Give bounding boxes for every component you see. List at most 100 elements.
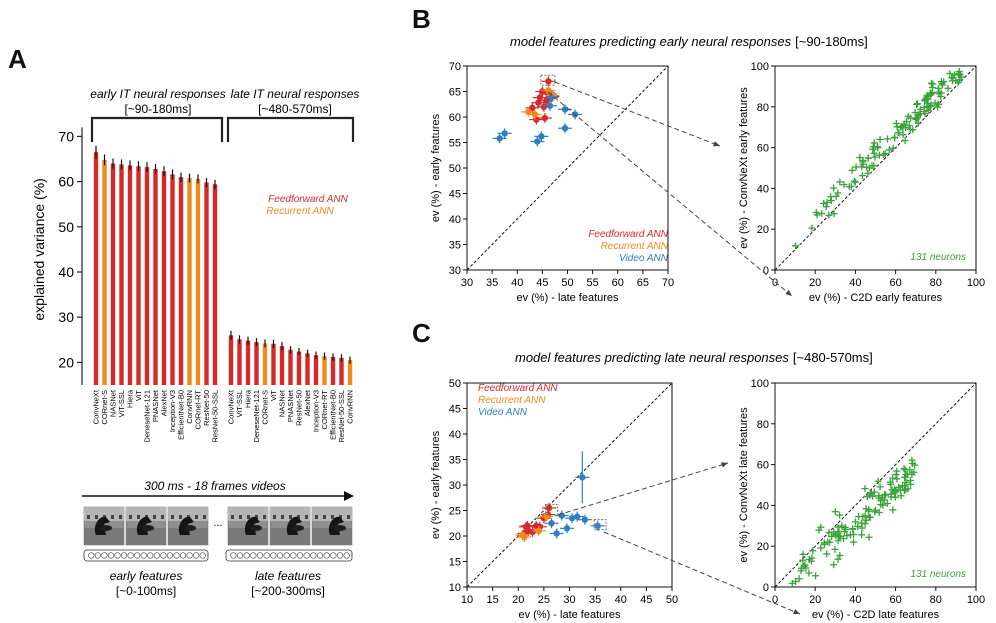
c-right-neuron-point	[901, 466, 909, 474]
b-left-point	[557, 123, 572, 134]
a-video-frame	[269, 506, 311, 546]
b-title-text: model features predicting early neural r…	[510, 34, 792, 49]
a-x-tick-label: ResNet-50	[202, 390, 211, 426]
b-right-neuron-point	[946, 69, 954, 77]
a-x-tick-label: DeneseNet-121	[252, 390, 261, 443]
a-frame-detail	[255, 515, 258, 519]
c-left-point-dot	[524, 522, 531, 529]
a-video-frame	[227, 506, 269, 546]
c-left-point	[531, 525, 546, 536]
b-connector-lower-head	[785, 289, 792, 296]
c-left-point	[577, 514, 592, 525]
b-left-point-dot	[535, 99, 542, 106]
a-frame-circle	[263, 552, 270, 559]
c-left-x-tick-label: 30	[563, 594, 575, 606]
c-connector-lower	[603, 531, 801, 615]
a-frame-circle	[316, 552, 324, 559]
b-left-y-tick-label: 35	[449, 240, 461, 252]
b-right-neuron-point	[935, 100, 943, 108]
c-right-neuron-point	[797, 564, 805, 572]
b-right-neuron-point	[954, 78, 962, 86]
a-frame-circle	[256, 552, 264, 559]
c-right-neuron-point	[836, 551, 844, 559]
b-right-scatter: 00 20 20 40 40 60 60 80 80 100 100 ev (%) - C2D ear…	[738, 61, 985, 304]
a-bar	[136, 166, 141, 385]
b-right-neuron-point	[915, 111, 923, 119]
b-left-x-tick-label: 30	[461, 277, 473, 289]
a-video-frame	[125, 506, 167, 546]
c-right-x-tick-label: 60	[889, 594, 901, 606]
b-left-point-dot	[496, 135, 503, 142]
a-y-axis: 20 30 40 50 60 70 explained variance (%)	[31, 127, 83, 385]
a-legend-recurrent: Recurrent ANN	[266, 206, 334, 217]
c-left-y-tick-label: 10	[449, 582, 461, 594]
a-late-features-window: [~200-300ms]	[251, 584, 325, 598]
c-left-zoom-box-video	[593, 519, 607, 531]
b-right-neuron-point	[808, 224, 816, 232]
c-left-point-dot	[579, 474, 586, 481]
a-frame-detail	[231, 515, 234, 519]
c-right-neuron-point	[889, 474, 897, 482]
c-right-neuron-point	[854, 522, 862, 530]
a-frame-detail	[331, 515, 334, 519]
c-right-y-tick-label: 0	[763, 582, 769, 594]
c-right-neuron-point	[846, 531, 854, 539]
c-left-point-dot	[548, 520, 555, 527]
b-right-y-axis-title: ev (%) - ConvNeXt early features	[738, 87, 750, 249]
a-x-tick-label: ResNet-50-SSL	[211, 390, 220, 443]
a-frame-detail	[179, 515, 182, 519]
c-right-neuron-point	[865, 513, 873, 521]
b-right-neuron-point	[938, 81, 946, 89]
b-left-x-tick-label: 40	[511, 277, 523, 289]
a-x-tick-label: Inception-V3	[168, 390, 177, 432]
b-left-point	[492, 133, 507, 144]
b-right-neuron-point	[916, 105, 924, 113]
b-right-neuron-point	[864, 154, 872, 162]
a-bracket-late	[226, 116, 355, 142]
b-right-neuron-point	[818, 209, 826, 217]
c-left-x-tick-label: 50	[666, 594, 678, 606]
b-left-point-dot	[546, 102, 554, 109]
b-right-x-tick-label: 80	[930, 277, 942, 289]
a-y-axis-title: explained variance (%)	[31, 178, 47, 320]
c-right-neuron-point	[893, 467, 901, 475]
b-left-point-dot	[561, 106, 569, 113]
c-left-point	[559, 523, 574, 534]
b-left-point-dot	[545, 78, 552, 85]
c-left-y-tick-label: 40	[449, 429, 461, 441]
b-left-x-tick-label: 65	[637, 277, 649, 289]
b-right-neuron-point	[871, 153, 879, 161]
c-right-neuron-point	[891, 487, 899, 495]
c-right-neuron-point	[799, 550, 807, 558]
a-bar	[93, 152, 99, 385]
a-bar	[305, 353, 310, 385]
b-right-neuron-point	[892, 119, 900, 127]
c-left-point	[570, 511, 585, 522]
b-right-neuron-point	[834, 189, 842, 197]
a-x-tick-label: ViT-SSL	[117, 390, 126, 417]
b-left-point	[557, 104, 572, 115]
c-right-neuron-point	[876, 483, 884, 491]
c-left-point	[549, 528, 564, 539]
c-right-neuron-point	[836, 511, 844, 519]
b-right-neuron-point	[905, 122, 913, 130]
a-frame-circle	[173, 552, 180, 559]
a-frame-detail	[273, 515, 276, 519]
c-right-neuron-point	[851, 518, 859, 526]
c-right-neuron-count: 131 neurons	[910, 569, 966, 580]
b-left-y-tick-label: 70	[449, 61, 461, 73]
c-right-neuron-point	[858, 531, 866, 539]
a-frame-detail	[289, 515, 292, 519]
b-right-neuron-point	[848, 166, 856, 174]
a-x-tick-label: NASNet	[109, 389, 118, 417]
a-frame-ground	[84, 528, 124, 545]
a-frame-circle	[276, 552, 284, 559]
b-left-point-dot	[531, 111, 539, 118]
panel-b: B model features predicting early neural…	[412, 4, 985, 304]
c-right-neuron-point	[801, 561, 809, 569]
a-frame-circle	[94, 552, 101, 559]
a-time-arrow-head	[344, 491, 354, 501]
c-right-neuron-point	[792, 577, 800, 585]
b-right-neuron-point	[901, 137, 909, 145]
